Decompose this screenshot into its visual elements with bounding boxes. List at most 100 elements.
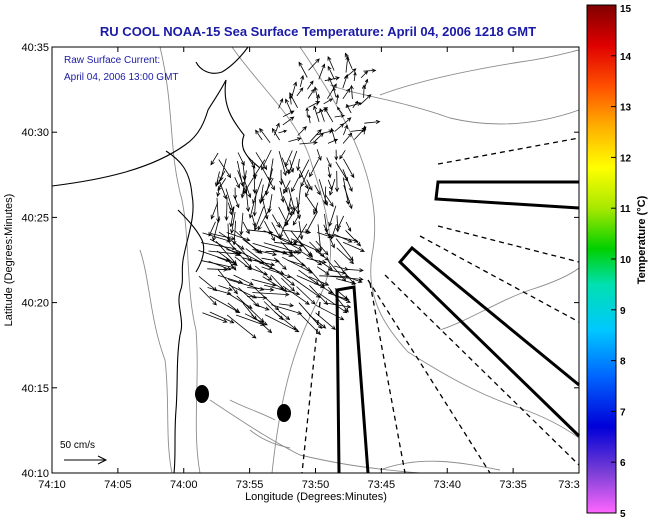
y-tick-label: 40:20 xyxy=(21,298,49,310)
current-vector xyxy=(298,61,308,78)
current-vector xyxy=(226,223,231,242)
colorbar-tick-label: 6 xyxy=(620,458,626,469)
depth-contour-5 xyxy=(379,49,579,96)
current-vector xyxy=(314,249,330,261)
current-vector xyxy=(318,63,326,80)
current-vector xyxy=(342,88,351,100)
current-vector xyxy=(289,92,298,108)
current-vector xyxy=(330,224,337,240)
current-vector xyxy=(227,202,233,216)
current-vector xyxy=(342,169,353,193)
colorbar-tick-label: 9 xyxy=(620,306,626,317)
current-vector xyxy=(299,250,323,266)
colorbar-tick-label: 13 xyxy=(620,103,632,114)
y-tick-label: 40:10 xyxy=(21,468,49,480)
colorbar-tick-label: 12 xyxy=(620,153,632,164)
current-vectors xyxy=(198,52,381,339)
current-vector xyxy=(257,206,272,231)
current-vector xyxy=(305,186,311,198)
current-vector xyxy=(255,152,268,171)
current-vector xyxy=(324,76,340,82)
current-vector xyxy=(240,170,247,199)
survey-box-diagonal xyxy=(397,245,581,438)
current-vector xyxy=(239,212,244,236)
current-vector xyxy=(325,195,334,208)
current-vector xyxy=(207,267,229,272)
dashed-radial xyxy=(384,274,580,466)
current-vector xyxy=(210,202,219,220)
current-vector xyxy=(253,303,270,311)
current-vector xyxy=(323,186,328,206)
current-vector xyxy=(225,188,234,212)
current-vector xyxy=(264,221,275,242)
current-vector xyxy=(299,169,309,190)
current-vector xyxy=(217,178,227,191)
current-vector xyxy=(335,93,340,104)
current-vector xyxy=(342,73,349,89)
current-vector xyxy=(319,107,325,122)
current-vector xyxy=(261,266,292,279)
current-vector xyxy=(242,175,252,199)
current-vector xyxy=(202,312,228,323)
x-tick-label: 73:3 xyxy=(558,479,579,491)
current-vector xyxy=(209,311,235,324)
current-vector xyxy=(296,87,304,97)
y-tick-label: 40:30 xyxy=(21,127,49,139)
current-vector xyxy=(278,221,293,246)
x-tick-label: 74:10 xyxy=(38,479,66,491)
current-vector xyxy=(362,125,367,135)
colorbar-tick-label: 15 xyxy=(620,4,632,15)
current-vector xyxy=(335,238,354,262)
current-vector xyxy=(285,98,293,115)
current-vector xyxy=(273,267,296,286)
current-vector xyxy=(252,292,290,297)
current-vector xyxy=(339,150,346,160)
current-vector xyxy=(279,187,285,203)
depth-contour-1 xyxy=(159,47,201,473)
current-vector xyxy=(308,314,327,329)
current-vector xyxy=(345,221,352,232)
current-vector xyxy=(327,55,335,71)
depth-contour-9 xyxy=(379,460,501,471)
current-vector xyxy=(273,311,297,330)
current-vector xyxy=(260,177,274,203)
x-tick-label: 74:05 xyxy=(104,479,132,491)
current-vector xyxy=(279,169,284,186)
depth-contour-7 xyxy=(209,399,421,473)
colorbar-tick-label: 8 xyxy=(620,357,626,368)
current-vector xyxy=(323,98,334,105)
current-vector xyxy=(342,241,365,252)
current-vector xyxy=(360,70,369,79)
depth-contour-2 xyxy=(231,47,331,473)
dashed-radial xyxy=(437,137,580,165)
current-vector xyxy=(343,68,357,79)
current-vector xyxy=(343,158,355,179)
current-vector xyxy=(292,214,300,226)
current-vector xyxy=(318,260,333,271)
current-vector xyxy=(208,260,232,271)
current-vector xyxy=(299,140,318,145)
current-vector xyxy=(259,127,271,144)
current-vector xyxy=(247,287,275,292)
current-vector xyxy=(252,178,263,205)
annotation-line-1: Raw Surface Current: xyxy=(64,55,160,66)
current-vector xyxy=(327,166,332,179)
current-vector xyxy=(299,240,312,257)
current-vector xyxy=(299,159,310,179)
current-vector xyxy=(307,88,315,99)
current-vector xyxy=(217,274,244,284)
current-vector xyxy=(283,180,291,195)
current-vector xyxy=(335,295,351,303)
current-vector xyxy=(335,278,357,285)
current-vector xyxy=(216,170,226,186)
colorbar-label: Temperature (°C) xyxy=(636,195,648,284)
current-vector xyxy=(330,127,337,144)
current-vector xyxy=(313,105,320,123)
current-vector xyxy=(364,119,381,125)
station-marker-1 xyxy=(195,385,209,403)
dashed-radial xyxy=(419,235,580,323)
coastline-lower-bay xyxy=(224,79,261,169)
current-vector xyxy=(315,304,345,321)
current-vector xyxy=(199,287,217,306)
x-tick-label: 73:35 xyxy=(499,479,527,491)
